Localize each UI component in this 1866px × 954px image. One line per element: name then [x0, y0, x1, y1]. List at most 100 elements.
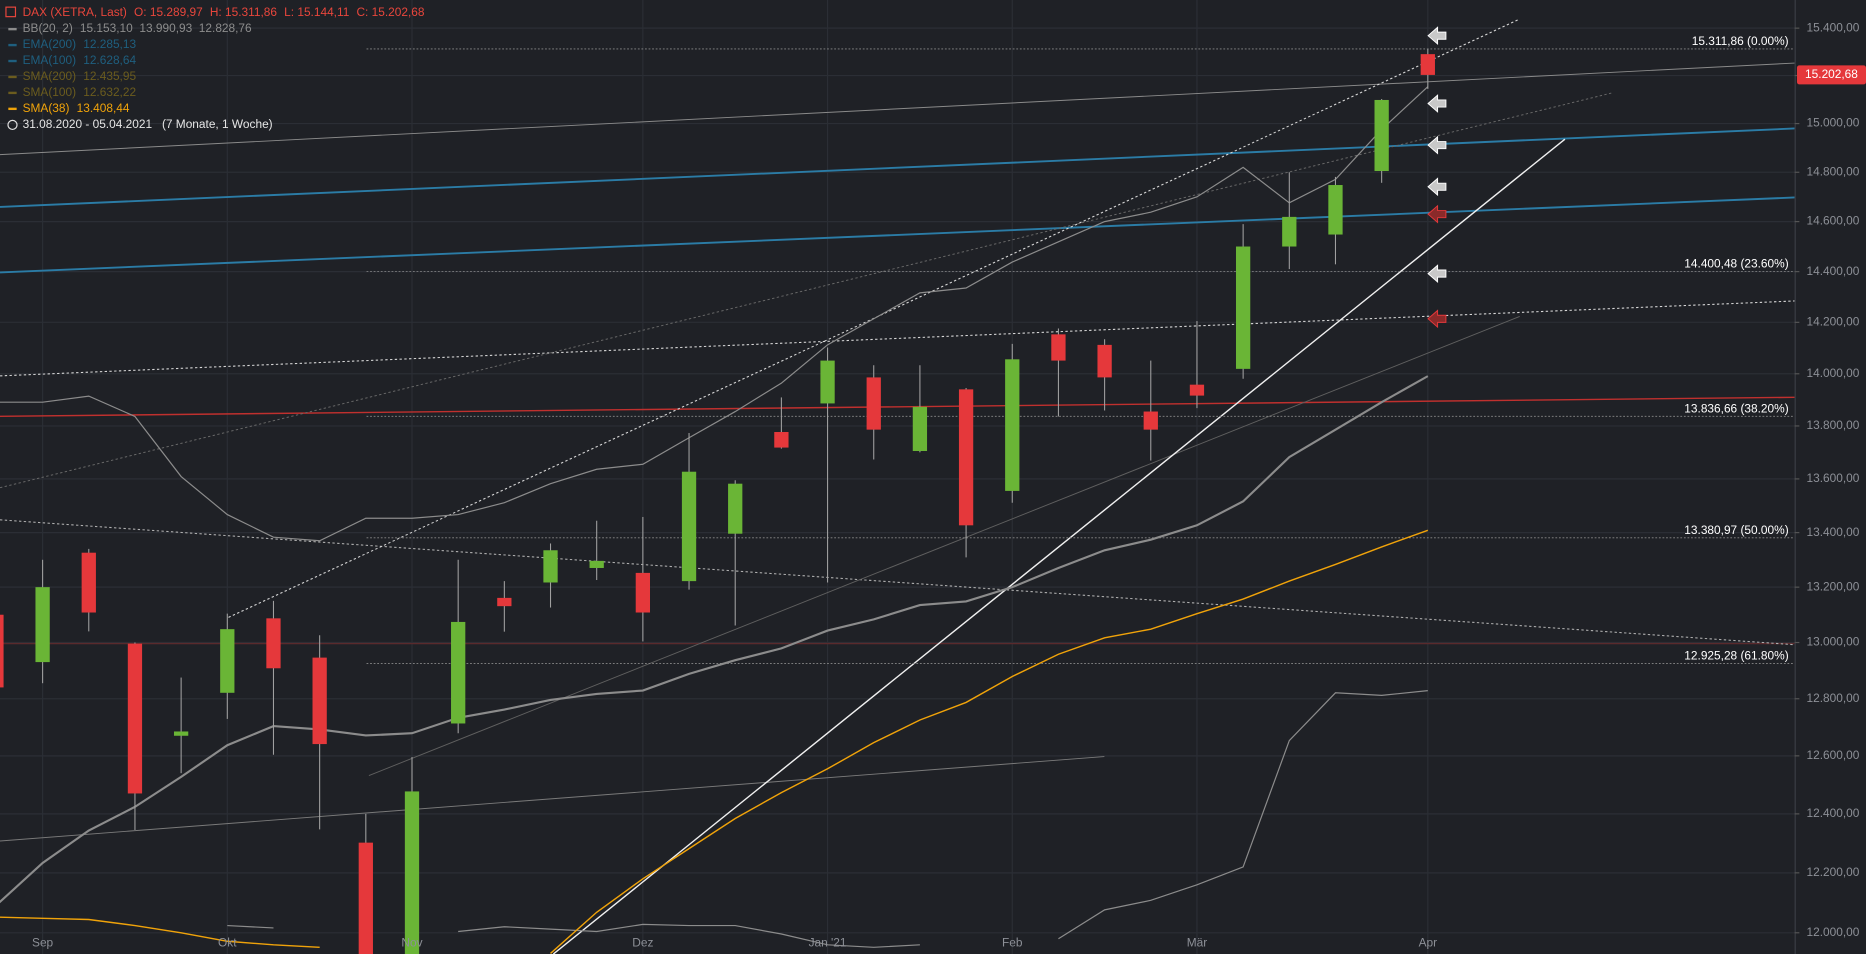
fib-label: 12.925,28 (61.80%): [1684, 648, 1788, 662]
arrow-icon: [1427, 94, 1447, 113]
x-tick-label: Sep: [32, 935, 54, 949]
x-tick-label: Apr: [1419, 935, 1438, 949]
arrow-icon: [1427, 204, 1447, 224]
trendline: [0, 127, 1795, 208]
legend-entry: EMA(200) 12.285,13: [23, 37, 137, 51]
x-tick-label: Mär: [1187, 935, 1208, 949]
period: 31.08.2020 - 05.04.2021 (7 Monate, 1 Woc…: [23, 117, 273, 131]
fib-label: 14.400,48 (23.60%): [1684, 257, 1788, 271]
candle-body: [589, 560, 604, 568]
header: DAX (XETRA, Last) O: 15.289,97 H: 15.311,8…: [23, 5, 425, 19]
trendline: [0, 756, 1105, 842]
trendline: [0, 92, 1613, 489]
fib-label: 13.380,97 (50.00%): [1684, 523, 1788, 537]
legend-name: BB(20, 2): [23, 21, 73, 35]
header-value: O: 15.289,97: [134, 5, 203, 19]
legend-value: 13.408,44: [77, 101, 130, 115]
candle-body: [358, 842, 373, 954]
y-tick-label: 13.000,00: [1806, 635, 1859, 649]
legend-name: EMA(200): [23, 37, 77, 51]
header-value: C: 15.202,68: [356, 5, 424, 19]
header-icon: [5, 6, 17, 18]
legend-entry: SMA(100) 12.632,22: [23, 85, 136, 99]
y-tick-label: 14.400,00: [1806, 264, 1859, 278]
last-price-box: [1796, 65, 1866, 85]
candle-body: [912, 406, 928, 452]
trendline: [0, 62, 1795, 156]
indicator-line: [227, 690, 1428, 948]
candle-body: [220, 629, 235, 693]
x-tick-label: Dez: [632, 935, 653, 949]
legend-value: 15.153,10 13.990,93 12.828,76: [80, 21, 252, 35]
legend-entry: EMA(100) 12.628,64: [23, 53, 137, 67]
header-value: L: 15.144,11: [284, 5, 350, 19]
arrows: [1427, 26, 1447, 329]
trendline: [0, 396, 1795, 418]
legend-value: 12.285,13: [83, 37, 136, 51]
y-tick-label: 15.000,00: [1806, 116, 1859, 130]
y-tick-label: 15.400,00: [1806, 20, 1859, 34]
candle-body: [635, 572, 651, 613]
trendline: [552, 138, 1566, 954]
y-tick-label: 14.800,00: [1806, 164, 1859, 178]
candle-body: [451, 621, 466, 724]
y-tick-label: 12.400,00: [1806, 806, 1859, 820]
y-tick-label: 14.600,00: [1806, 214, 1859, 228]
legend-name: EMA(100): [23, 53, 77, 67]
candle-body: [173, 731, 189, 736]
legend-name: SMA(100): [23, 85, 77, 99]
candle-body: [728, 483, 743, 534]
y-tick-label: 13.200,00: [1806, 579, 1859, 593]
indicator-line: [0, 86, 1429, 542]
candle-body: [1143, 411, 1158, 430]
y-tick-label: 12.600,00: [1806, 748, 1859, 762]
x-tick-label: Jan '21: [809, 935, 847, 949]
candle-body: [1051, 334, 1066, 361]
candle-body: [1374, 99, 1389, 172]
legend-entry: SMA(38) 13.408,44: [23, 101, 130, 115]
candle-body: [958, 389, 974, 526]
legend-entry: SMA(200) 12.435,95: [23, 69, 137, 83]
arrow-icon: [1427, 135, 1447, 155]
legend-entry: BB(20, 2) 15.153,10 13.990,93 12.828,76: [23, 21, 252, 35]
trendline: [0, 196, 1795, 274]
legend-name: SMA(200): [23, 69, 77, 83]
candle-body: [1189, 384, 1205, 396]
candle-body: [1097, 344, 1112, 378]
candle-body: [35, 587, 50, 663]
candle-body: [543, 550, 558, 583]
candle-body: [0, 614, 4, 688]
title: DAX (XETRA, Last): [23, 5, 127, 19]
y-tick-label: 14.200,00: [1806, 314, 1859, 328]
x-tick-label: Nov: [401, 935, 422, 949]
candle-body: [1328, 185, 1343, 235]
x-tick-label: Okt: [218, 935, 237, 949]
legend-name: SMA(38): [23, 101, 70, 115]
fib-label: 13.836,66 (38.20%): [1684, 401, 1788, 415]
last-price-label: 15.202,68: [1805, 67, 1858, 81]
y-tick-label: 13.600,00: [1806, 471, 1859, 485]
y-tick-label: 13.400,00: [1806, 525, 1859, 539]
indicator-line: [0, 375, 1429, 904]
candle-body: [81, 552, 96, 613]
candle-body: [127, 643, 143, 794]
candle-body: [820, 360, 835, 404]
legend-value: 12.435,95: [83, 69, 136, 83]
candle-body: [1282, 216, 1297, 247]
legend-value: 12.632,22: [83, 85, 136, 99]
candle-body: [866, 377, 881, 430]
arrow-icon: [1427, 177, 1447, 197]
labels: 12.000,00 12.200,00 12.400,00 12.600,00 12.8…: [5, 5, 1866, 949]
x-tick-label: Feb: [1002, 935, 1023, 949]
candle-body: [404, 791, 420, 954]
clock-icon: [7, 119, 18, 131]
y-tick-label: 13.800,00: [1806, 418, 1859, 432]
candle-body: [774, 432, 789, 448]
candle-body: [1420, 54, 1435, 75]
y-tick-label: 14.000,00: [1806, 366, 1859, 380]
y-tick-label: 12.000,00: [1806, 925, 1859, 939]
candle-body: [681, 471, 697, 582]
